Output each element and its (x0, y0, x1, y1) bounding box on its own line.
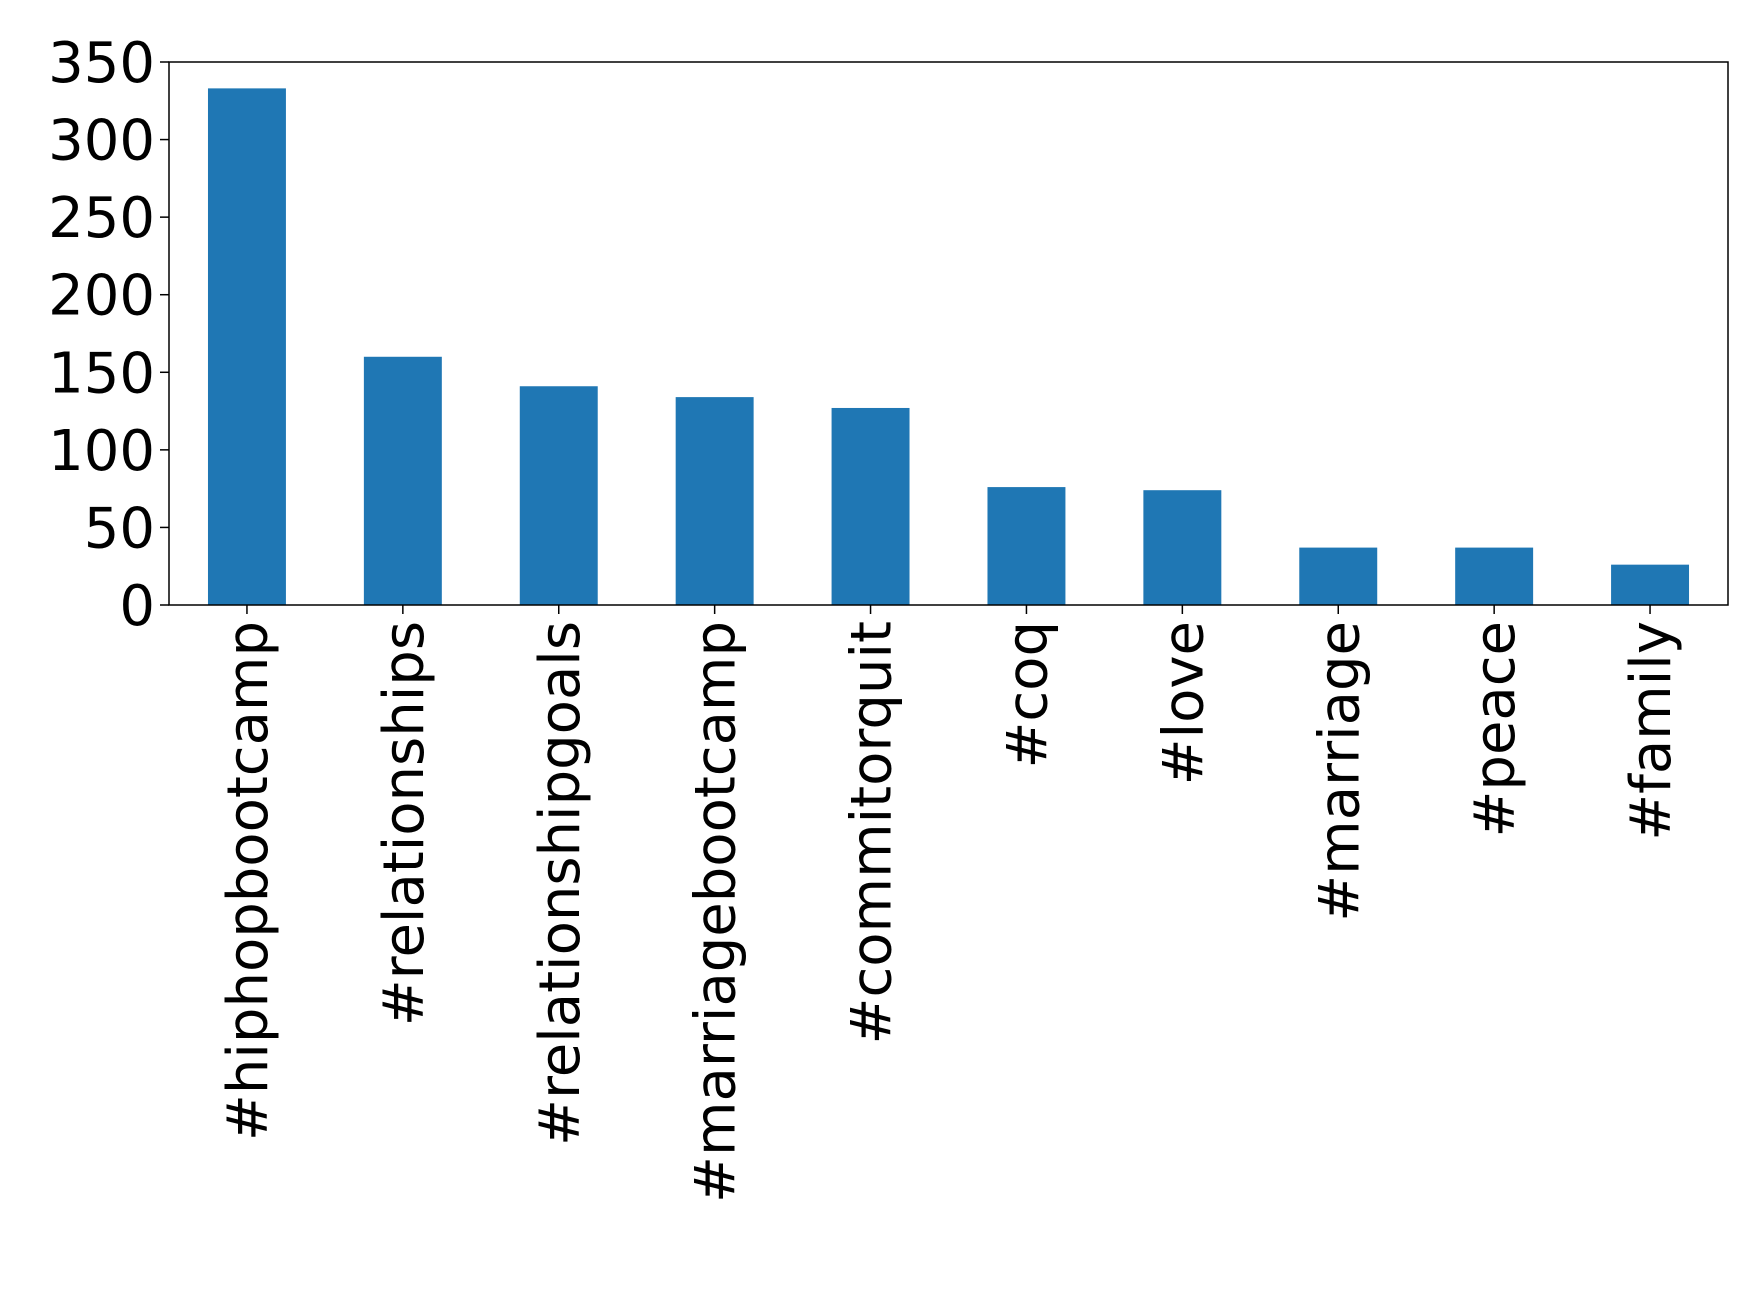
bar (1455, 547, 1534, 605)
y-tick-label: 50 (84, 496, 155, 561)
x-tick-label: #commitorquit (840, 621, 905, 1044)
y-tick-label: 0 (119, 574, 155, 639)
x-tick-label: #relationshipgoals (528, 621, 593, 1146)
y-tick-label: 250 (48, 186, 155, 251)
bar (207, 88, 286, 606)
bar (831, 407, 910, 605)
y-tick-label: 100 (48, 419, 155, 484)
x-tick-label: #peace (1463, 621, 1528, 837)
bar (675, 397, 754, 605)
plot-frame (168, 61, 1729, 606)
bar (363, 356, 442, 605)
x-tick-label: #coq (995, 621, 1060, 769)
bar (519, 386, 598, 605)
x-tick-label: #hiphopbootcamp (216, 621, 281, 1141)
x-tick-label: #marriage (1307, 621, 1372, 922)
bar (1611, 564, 1690, 605)
x-tick-label: #relationships (372, 621, 437, 1026)
x-tick-label: #love (1151, 621, 1216, 785)
y-tick-label: 200 (48, 264, 155, 329)
bar (1143, 490, 1222, 605)
bar (1299, 547, 1378, 605)
bar (987, 487, 1066, 605)
y-tick-label: 350 (48, 31, 155, 96)
x-tick-label: #marriagebootcamp (684, 621, 749, 1203)
y-tick-label: 150 (48, 341, 155, 406)
x-tick-label: #family (1619, 621, 1684, 841)
y-tick-label: 300 (48, 109, 155, 174)
